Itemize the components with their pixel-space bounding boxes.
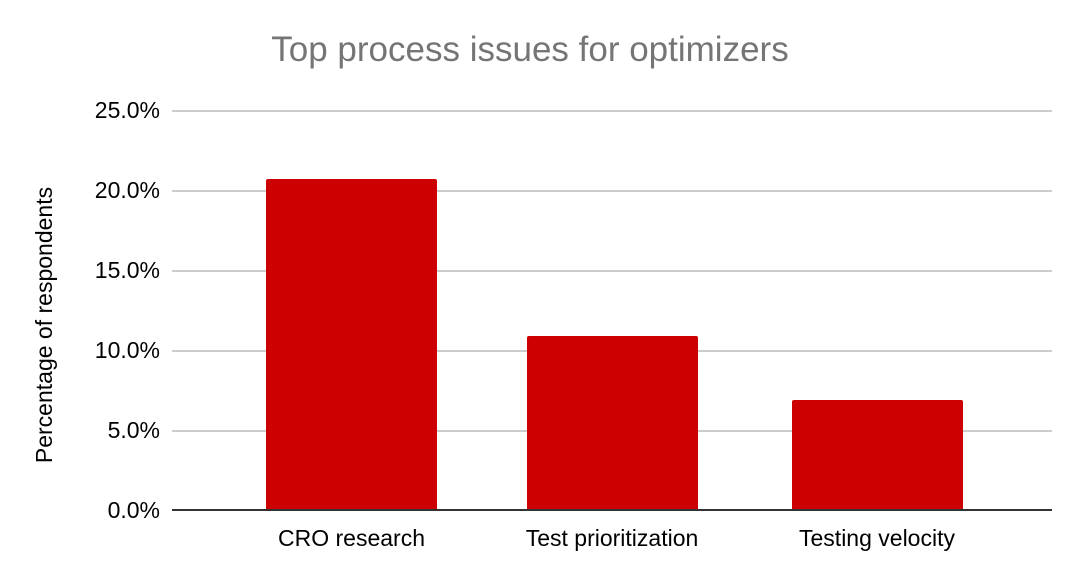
x-axis-line (172, 509, 1052, 511)
y-tick-label-25pct: 25.0% (94, 97, 160, 123)
bar-test-prioritization (526, 335, 698, 510)
y-axis-tick-labels: 0.0% 5.0% 10.0% 15.0% 20.0% 25.0% (0, 0, 160, 580)
gridline-15pct (172, 270, 1052, 272)
x-label-test-prioritization: Test prioritization (525, 525, 699, 551)
x-label-testing-velocity: Testing velocity (799, 525, 955, 551)
gridline-20pct (172, 190, 1052, 192)
y-tick-label-20pct: 20.0% (94, 177, 160, 203)
bar-cro-research (266, 178, 437, 510)
y-tick-label-0pct: 0.0% (107, 497, 160, 523)
y-tick-label-10pct: 10.0% (94, 337, 160, 363)
chart-title: Top process issues for optimizers (271, 30, 789, 69)
x-label-cro-research: CRO research (278, 525, 425, 551)
bar-testing-velocity (791, 399, 963, 510)
gridline-25pct (172, 110, 1052, 112)
y-tick-label-15pct: 15.0% (94, 257, 160, 283)
y-tick-label-5pct: 5.0% (107, 417, 160, 443)
plot-area (172, 110, 1052, 511)
